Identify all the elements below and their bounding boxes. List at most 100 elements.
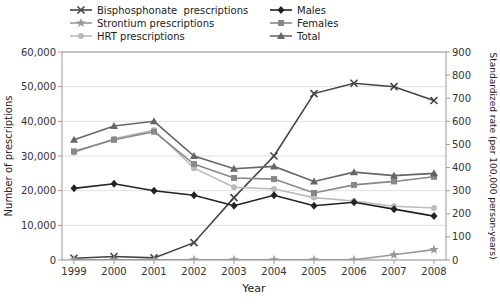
point (151, 129, 157, 135)
y-tick-label: 0 (50, 255, 56, 266)
point (231, 202, 238, 210)
x-tick-label: 2001 (141, 266, 166, 277)
point (311, 190, 317, 196)
point (189, 255, 199, 260)
y-tick-label: 20,000 (21, 185, 56, 196)
y2-tick (446, 98, 450, 99)
plot-data (69, 80, 439, 260)
x-axis-label: Year (241, 282, 266, 295)
point (271, 153, 278, 160)
legend-marker (278, 6, 285, 14)
point (310, 177, 318, 184)
y2-tick (446, 236, 450, 237)
x-tick (274, 260, 275, 264)
legend-label: Bisphosphonate prescriptions (97, 5, 248, 16)
y2-tick-label: 500 (452, 139, 471, 150)
y2-tick-label: 400 (452, 162, 471, 173)
x-tick (234, 260, 235, 264)
point (350, 168, 358, 175)
point (430, 169, 438, 176)
legend-label: Strontium prescriptions (97, 18, 214, 29)
point (431, 205, 437, 211)
y-tick (58, 121, 62, 122)
point (431, 212, 438, 220)
point (191, 239, 198, 246)
x-tick-label: 2000 (101, 266, 126, 277)
series-line (74, 130, 434, 208)
y2-axis-label: Standardized rate (per 100,000 person-ye… (488, 52, 498, 259)
point (431, 97, 438, 104)
y2-tick (446, 260, 450, 261)
point (351, 80, 358, 87)
y2-tick (446, 190, 450, 191)
point (390, 172, 398, 179)
point (429, 245, 439, 254)
series-line (74, 121, 434, 181)
point (150, 117, 158, 124)
axes: 1999200020012002200320042005200620072008… (21, 47, 471, 278)
y2-tick-label: 200 (452, 208, 471, 219)
series-line (74, 83, 434, 258)
point (391, 178, 397, 184)
point (231, 184, 237, 190)
point (309, 255, 319, 260)
y-tick (58, 225, 62, 226)
plot-frame (62, 52, 446, 260)
point (70, 136, 78, 143)
y2-tick (446, 121, 450, 122)
legend-marker (278, 20, 284, 26)
point (111, 180, 118, 188)
point (111, 137, 117, 143)
point (391, 83, 398, 90)
point (271, 186, 277, 192)
y-tick-label: 10,000 (21, 220, 56, 231)
x-tick-label: 2003 (221, 266, 246, 277)
y-tick (58, 86, 62, 87)
series-line (74, 184, 434, 216)
y2-tick-label: 300 (452, 185, 471, 196)
legend-label: HRT prescriptions (97, 31, 185, 42)
y-axis-label: Number of prescriptions (3, 96, 14, 217)
y2-tick (446, 52, 450, 53)
x-tick-label: 2008 (421, 266, 446, 277)
point (269, 255, 279, 260)
x-tick-label: 2006 (341, 266, 366, 277)
grid (62, 52, 446, 260)
point (270, 162, 278, 169)
x-tick-label: 2007 (381, 266, 406, 277)
legend-marker (78, 33, 84, 39)
y-tick-label: 50,000 (21, 81, 56, 92)
legend-marker (76, 18, 86, 27)
point (271, 191, 278, 199)
y2-tick-label: 100 (452, 231, 471, 242)
x-tick (74, 260, 75, 264)
point (191, 161, 197, 167)
y2-tick-label: 700 (452, 93, 471, 104)
x-tick-label: 2002 (181, 266, 206, 277)
y-tick (58, 190, 62, 191)
legend-label: Total (296, 31, 320, 42)
legend-marker (78, 7, 85, 14)
x-tick (434, 260, 435, 264)
y-tick-label: 40,000 (21, 116, 56, 127)
legend-label: Males (297, 5, 326, 16)
y2-tick (446, 144, 450, 145)
y2-tick (446, 213, 450, 214)
x-tick-label: 2005 (301, 266, 326, 277)
y-tick-label: 30,000 (21, 151, 56, 162)
x-tick-label: 1999 (61, 266, 86, 277)
point (231, 175, 237, 181)
point (351, 198, 358, 206)
grid-line (62, 225, 446, 226)
legend: Bisphosphonate prescriptions Strontium pr… (70, 5, 338, 42)
y2-tick-label: 600 (452, 116, 471, 127)
point (151, 187, 158, 195)
point (110, 122, 118, 129)
point (149, 255, 159, 260)
point (71, 148, 77, 154)
point (351, 182, 357, 188)
y2-tick (446, 167, 450, 168)
point (349, 255, 359, 260)
y2-tick-label: 800 (452, 70, 471, 81)
point (229, 255, 239, 260)
